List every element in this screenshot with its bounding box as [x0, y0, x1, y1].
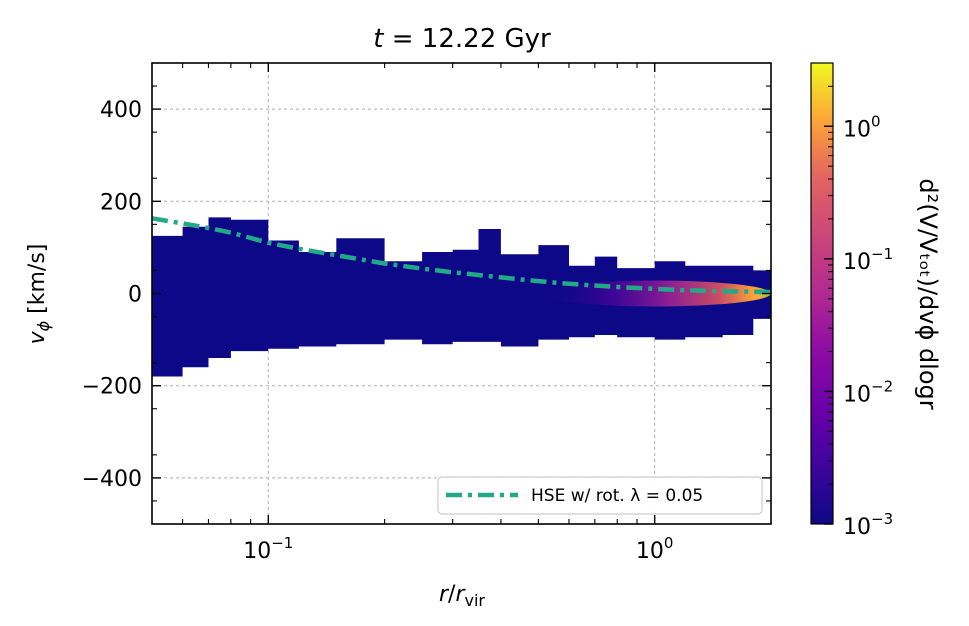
colorbar-label: d²(V/Vₜₒₜ)/dvϕ dlogr [914, 178, 942, 409]
x-tick-label: 100 [636, 534, 674, 564]
colorbar-tick-label: 100 [843, 112, 881, 142]
x-axis-label: r/rvir [439, 582, 485, 610]
legend-box [437, 476, 763, 515]
colorbar-tick-label: 10−2 [843, 377, 893, 407]
plot-frame [151, 62, 772, 525]
legend-label: HSE w/ rot. λ = 0.05 [531, 486, 703, 506]
y-tick-label: −400 [82, 467, 142, 492]
y-axis-label: vϕ [km/s] [25, 244, 53, 345]
colorbar [810, 62, 834, 525]
y-tick-label: 400 [100, 98, 142, 123]
axis-ticks: 400 200 0 −200 −400 10−1 100 [82, 63, 771, 564]
y-tick-label: −200 [82, 375, 142, 400]
y-tick-label: 0 [128, 283, 142, 308]
colorbar-tick-label: 10−3 [843, 510, 893, 540]
y-tick-label: 200 [100, 190, 142, 215]
colorbar-tick-label: 10−1 [843, 245, 893, 275]
x-tick-label: 10−1 [243, 534, 293, 564]
chart-title: t = 12.22 Gyr [373, 24, 551, 54]
legend: HSE w/ rot. λ = 0.05 [437, 476, 763, 515]
colorbar-ticks: 100 10−1 10−2 10−3 [824, 85, 893, 540]
hse-rotation-curve [152, 216, 771, 295]
density-region [152, 217, 771, 377]
